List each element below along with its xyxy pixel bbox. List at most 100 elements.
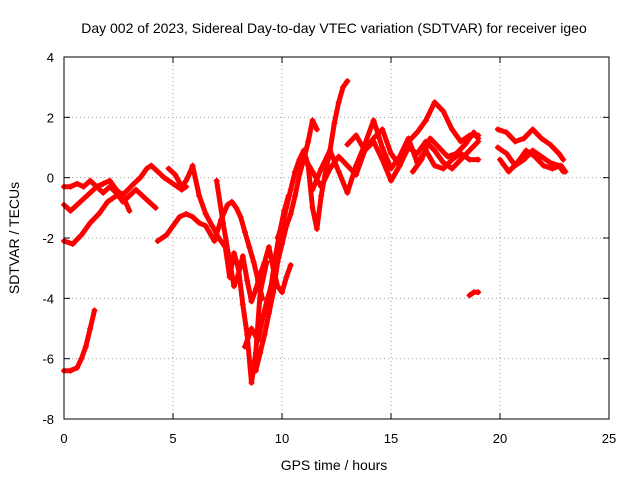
data-point bbox=[444, 153, 451, 160]
data-point bbox=[318, 165, 325, 172]
data-point bbox=[148, 162, 155, 169]
data-point bbox=[189, 213, 196, 220]
data-point bbox=[244, 277, 251, 284]
data-point bbox=[370, 117, 377, 124]
x-tick-label: 10 bbox=[275, 431, 289, 446]
data-point bbox=[560, 156, 567, 163]
data-point bbox=[475, 156, 482, 163]
data-point bbox=[154, 168, 161, 175]
data-point bbox=[309, 204, 316, 211]
data-point bbox=[87, 189, 94, 196]
data-point bbox=[130, 180, 137, 187]
data-point bbox=[361, 147, 368, 154]
data-point bbox=[379, 126, 386, 133]
data-point bbox=[279, 222, 285, 229]
data-point bbox=[449, 126, 456, 133]
data-point bbox=[100, 189, 107, 196]
data-point bbox=[80, 195, 87, 202]
data-point bbox=[494, 144, 501, 151]
data-point bbox=[67, 183, 74, 190]
data-point bbox=[370, 135, 377, 142]
data-point bbox=[87, 219, 94, 226]
data-point bbox=[95, 210, 102, 217]
series-arc-16 bbox=[494, 126, 567, 163]
data-point bbox=[538, 135, 545, 142]
data-point bbox=[255, 337, 262, 344]
data-point bbox=[562, 168, 569, 175]
series-arc-13 bbox=[344, 99, 482, 169]
data-point bbox=[296, 156, 303, 163]
data-point bbox=[279, 241, 285, 248]
data-point bbox=[231, 283, 238, 290]
data-point bbox=[82, 343, 89, 350]
data-point bbox=[78, 231, 85, 238]
series-arc-9 bbox=[252, 117, 320, 374]
data-point bbox=[457, 156, 464, 163]
data-point bbox=[300, 147, 307, 154]
data-point bbox=[259, 316, 266, 323]
data-point bbox=[335, 168, 342, 175]
data-point bbox=[113, 192, 120, 199]
data-point bbox=[220, 219, 227, 226]
data-point bbox=[335, 153, 342, 160]
data-point bbox=[292, 192, 299, 199]
data-point bbox=[228, 198, 235, 205]
data-point bbox=[239, 253, 246, 260]
data-point bbox=[494, 126, 501, 133]
data-point bbox=[187, 168, 194, 175]
x-tick-label: 15 bbox=[384, 431, 398, 446]
data-point bbox=[440, 108, 447, 115]
y-tick-label: -6 bbox=[42, 352, 54, 367]
data-point bbox=[388, 150, 394, 157]
data-point bbox=[427, 135, 434, 142]
data-point bbox=[172, 171, 179, 178]
data-point bbox=[265, 244, 272, 251]
data-point bbox=[183, 177, 190, 184]
data-point bbox=[257, 349, 264, 356]
data-point bbox=[344, 78, 351, 85]
data-point bbox=[512, 138, 519, 145]
data-point bbox=[67, 367, 74, 374]
data-point bbox=[466, 156, 473, 163]
series-arc-10 bbox=[274, 78, 351, 241]
data-point bbox=[248, 379, 255, 386]
data-point bbox=[296, 171, 303, 178]
data-point bbox=[161, 174, 168, 181]
data-point bbox=[250, 259, 257, 266]
data-point bbox=[178, 183, 185, 190]
data-point bbox=[520, 135, 527, 142]
data-point bbox=[231, 250, 238, 257]
data-point bbox=[104, 198, 111, 205]
data-point bbox=[233, 204, 240, 211]
data-point bbox=[283, 274, 290, 281]
series-arc-4 bbox=[61, 162, 190, 248]
data-point bbox=[309, 117, 316, 124]
data-point bbox=[335, 99, 342, 106]
data-point bbox=[453, 150, 460, 157]
data-point bbox=[555, 150, 562, 157]
data-point bbox=[100, 180, 107, 187]
data-point bbox=[309, 168, 316, 175]
data-point bbox=[503, 129, 510, 136]
data-point bbox=[440, 159, 447, 166]
x-tick-label: 0 bbox=[60, 431, 67, 446]
data-point bbox=[313, 126, 320, 133]
data-point bbox=[529, 126, 536, 133]
data-point bbox=[87, 177, 94, 184]
data-point bbox=[226, 259, 233, 266]
data-point bbox=[431, 162, 438, 169]
data-point bbox=[313, 225, 320, 232]
data-point bbox=[126, 192, 133, 199]
data-point bbox=[318, 192, 325, 199]
data-point bbox=[344, 141, 351, 148]
data-point bbox=[196, 219, 203, 226]
data-point bbox=[287, 210, 294, 217]
data-point bbox=[388, 177, 394, 184]
data-point bbox=[126, 207, 133, 214]
data-point bbox=[189, 162, 196, 169]
data-point bbox=[344, 189, 351, 196]
data-point bbox=[466, 147, 473, 154]
data-point bbox=[239, 301, 246, 308]
data-point bbox=[353, 132, 360, 139]
data-point bbox=[257, 289, 264, 296]
